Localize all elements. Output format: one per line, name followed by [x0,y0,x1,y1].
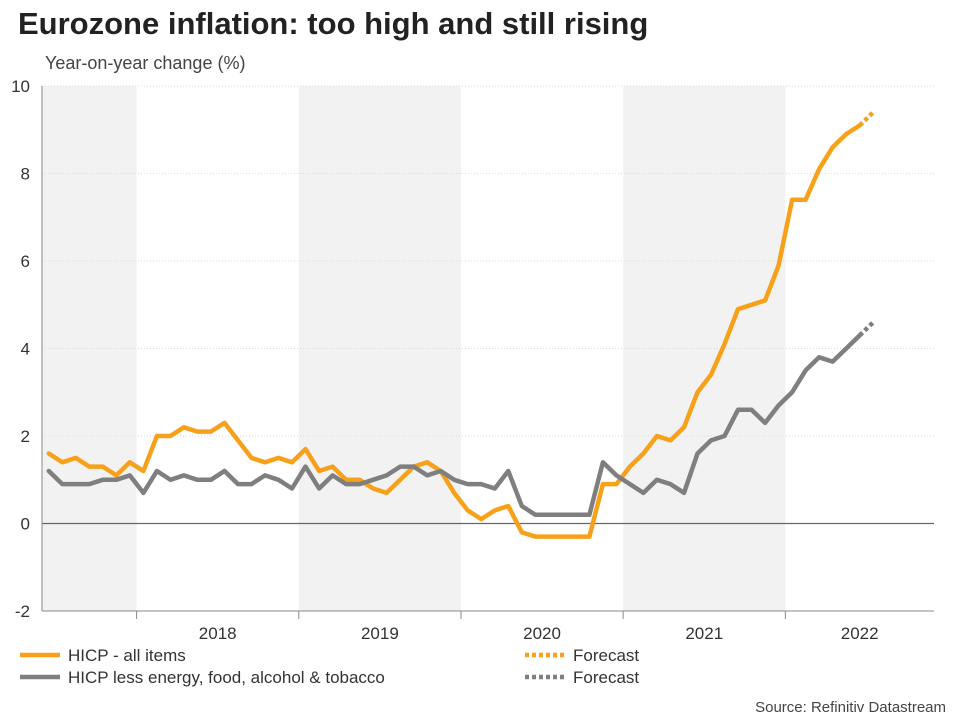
series-lines [46,110,875,539]
chart-title: Eurozone inflation: too high and still r… [18,6,649,41]
shaded-band-2021 [623,86,786,611]
x-tick-label: 2020 [523,624,561,643]
legend-label-0: HICP - all items [68,646,186,665]
shaded-band-2017 [42,86,137,611]
axes: -2 0 2 4 6 8 10 2018 2019 2020 2021 2022 [11,77,934,643]
shaded-band-2019 [298,86,461,611]
y-tick-label: -2 [15,602,30,621]
forecast-line-1 [858,110,875,128]
forecast-line-3 [858,320,875,338]
chart-subtitle: Year-on-year change (%) [45,53,246,73]
x-tick-label: 2019 [361,624,399,643]
y-tick-label: 0 [21,515,30,534]
legend-label-2: HICP less energy, food, alcohol & tobacc… [68,668,385,687]
y-tick-label: 4 [21,340,30,359]
series-line-2 [46,333,862,518]
y-tick-label: 6 [21,252,30,271]
source-note: Source: Refinitiv Datastream [755,699,946,716]
y-tick-label: 2 [21,427,30,446]
x-tick-label: 2018 [199,624,237,643]
y-tick-label: 8 [21,165,30,184]
gridlines [42,85,934,612]
x-tick-label: 2022 [841,624,879,643]
x-tick-label: 2021 [685,624,723,643]
y-tick-label: 10 [11,77,30,96]
legend-label-1: Forecast [573,646,639,665]
series-line-0 [46,123,862,539]
legend: HICP - all items Forecast HICP less energy… [20,646,639,687]
legend-label-3: Forecast [573,668,639,687]
